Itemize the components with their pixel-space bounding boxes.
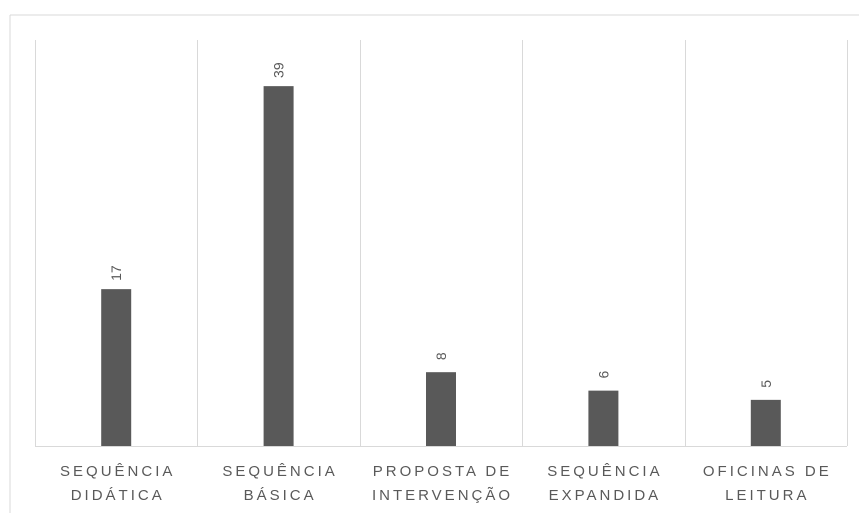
bar — [588, 390, 619, 446]
bar — [750, 399, 781, 446]
x-tick-label: INTERVENÇÃO — [372, 487, 513, 504]
x-tick-labels: SEQUÊNCIA DIDÁTICA SEQUÊNCIA BÁSICA PROPOSTA… — [60, 463, 832, 504]
bar — [426, 372, 456, 446]
data-label: 6 — [595, 371, 611, 379]
x-tick-label: BÁSICA — [244, 487, 317, 504]
bar — [263, 86, 294, 447]
data-label: 5 — [758, 380, 774, 388]
x-tick-label: SEQUÊNCIA — [547, 463, 662, 480]
x-tick-label: EXPANDIDA — [549, 487, 662, 504]
x-tick-label: SEQUÊNCIA — [222, 463, 337, 480]
data-label: 17 — [108, 265, 124, 281]
x-tick-label: LEITURA — [725, 487, 809, 504]
bars — [101, 86, 781, 447]
data-label: 8 — [433, 352, 449, 360]
x-tick-label: DIDÁTICA — [71, 487, 165, 504]
x-tick-label: SEQUÊNCIA — [60, 463, 175, 480]
data-labels: 17 39 8 6 5 — [108, 62, 774, 388]
data-label: 39 — [271, 62, 287, 78]
x-tick-label: PROPOSTA DE — [373, 463, 512, 480]
bar — [101, 289, 132, 446]
grid-lines — [35, 40, 848, 447]
x-tick-label: OFICINAS DE — [703, 463, 832, 480]
